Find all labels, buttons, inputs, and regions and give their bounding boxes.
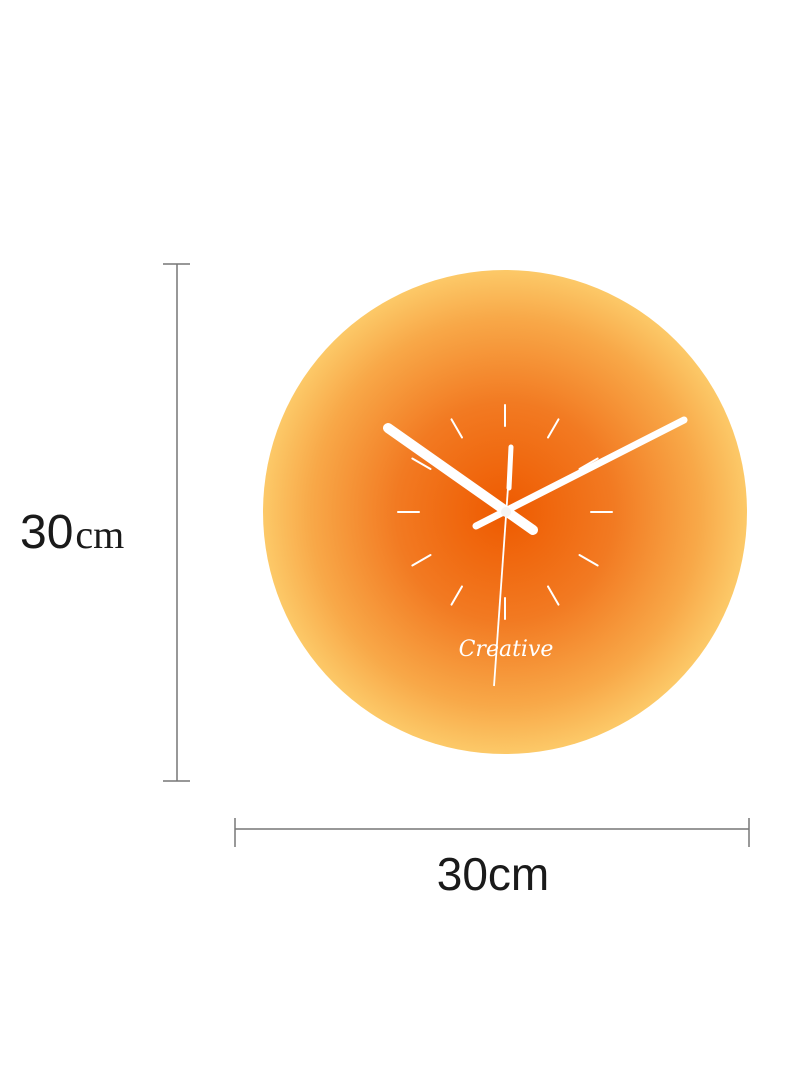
hour-marker <box>547 585 560 606</box>
second-hand-counterweight <box>506 444 514 491</box>
hour-marker <box>578 457 599 470</box>
minute-hand <box>472 416 688 530</box>
brand-logo: Creative <box>459 637 554 662</box>
hour-marker <box>450 585 463 606</box>
wall-clock: Creative <box>263 270 747 754</box>
height-label: 30cm <box>20 506 124 559</box>
hour-marker <box>547 418 560 439</box>
width-dimension-line <box>234 818 750 847</box>
hour-marker <box>578 554 599 567</box>
center-pin <box>501 507 511 517</box>
hour-markers <box>397 404 613 620</box>
hour-marker <box>411 457 432 470</box>
hour-marker <box>450 418 463 439</box>
height-dimension-line <box>163 263 190 782</box>
width-label: 30cm <box>437 848 549 900</box>
hour-marker <box>411 554 432 567</box>
